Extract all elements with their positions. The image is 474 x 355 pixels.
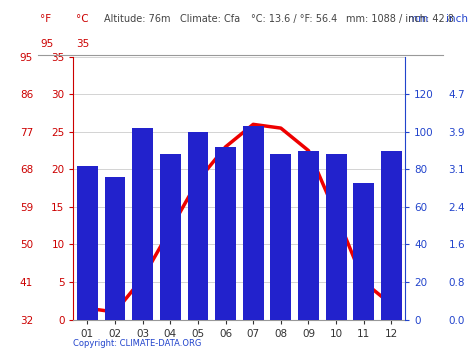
- Text: inch: inch: [446, 14, 467, 24]
- Text: °C: 13.6 / °F: 56.4: °C: 13.6 / °F: 56.4: [251, 14, 337, 24]
- Bar: [215, 147, 236, 320]
- Text: mm: mm: [408, 14, 428, 24]
- Bar: [132, 128, 153, 320]
- Bar: [381, 151, 402, 320]
- Bar: [243, 126, 264, 320]
- Bar: [298, 151, 319, 320]
- Bar: [77, 166, 98, 320]
- Text: Climate: Cfa: Climate: Cfa: [180, 14, 240, 24]
- Text: 35: 35: [76, 39, 89, 49]
- Text: °C: °C: [76, 14, 89, 24]
- Bar: [105, 177, 125, 320]
- Text: Copyright: CLIMATE-DATA.ORG: Copyright: CLIMATE-DATA.ORG: [73, 339, 202, 348]
- Bar: [188, 132, 208, 320]
- Bar: [160, 154, 181, 320]
- Text: mm: 1088 / inch: 42.8: mm: 1088 / inch: 42.8: [346, 14, 454, 24]
- Text: °F: °F: [40, 14, 51, 24]
- Text: 95: 95: [40, 39, 54, 49]
- Text: Altitude: 76m: Altitude: 76m: [104, 14, 171, 24]
- Bar: [326, 154, 346, 320]
- Bar: [354, 182, 374, 320]
- Bar: [271, 154, 291, 320]
